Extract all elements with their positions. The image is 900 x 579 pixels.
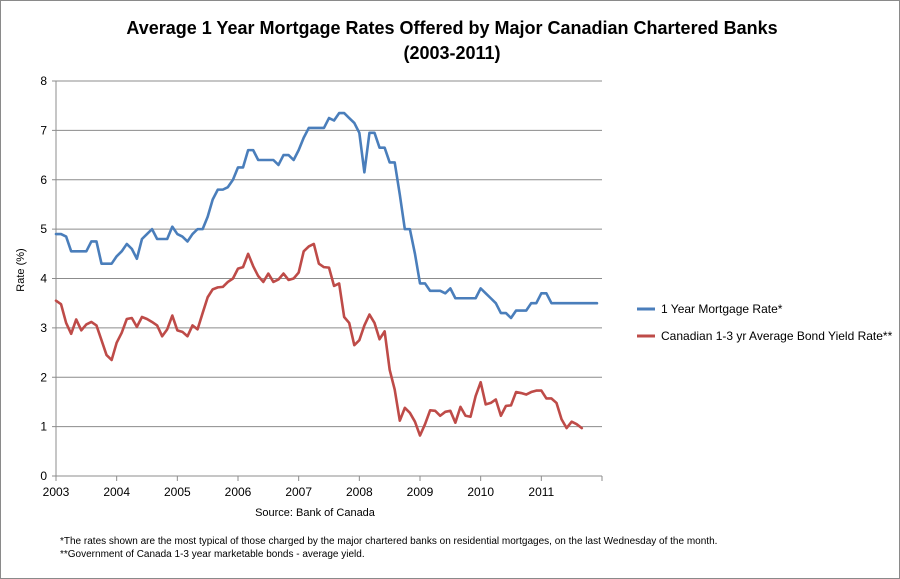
- x-axis-ticks: 2003 2004 2005 2006 2007 2008 2009 2010 2011: [43, 476, 603, 499]
- x-tick-label: 2006: [225, 485, 252, 499]
- y-tick-label: 0: [40, 469, 47, 483]
- x-tick-label: 2008: [346, 485, 373, 499]
- y-tick-label: 7: [40, 123, 47, 137]
- x-tick-label: 2011: [528, 485, 554, 499]
- x-tick-label: 2005: [164, 485, 191, 499]
- y-tick-label: 5: [40, 222, 47, 236]
- legend-label-bond: Canadian 1-3 yr Average Bond Yield Rate*…: [661, 329, 893, 343]
- x-tick-label: 2004: [103, 485, 130, 499]
- x-axis-label: Source: Bank of Canada: [255, 507, 376, 519]
- legend: 1 Year Mortgage Rate* Canadian 1-3 yr Av…: [637, 302, 893, 343]
- chart-title: Average 1 Year Mortgage Rates Offered by…: [126, 18, 777, 38]
- footnote-2: **Government of Canada 1-3 year marketab…: [60, 549, 365, 560]
- y-tick-label: 2: [40, 370, 47, 384]
- footnote-1: *The rates shown are the most typical of…: [60, 536, 717, 547]
- y-tick-label: 8: [40, 74, 47, 88]
- x-tick-label: 2007: [285, 485, 312, 499]
- y-axis-ticks: 0 1 2 3 4 5 6 7 8: [40, 74, 56, 483]
- y-tick-label: 3: [40, 321, 47, 335]
- series-lines: [54, 111, 599, 437]
- x-tick-label: 2009: [407, 485, 434, 499]
- x-tick-label: 2003: [43, 485, 70, 499]
- y-tick-label: 1: [40, 420, 47, 434]
- series-line-bond-yield: [54, 242, 584, 437]
- series-line-mortgage-rate: [54, 111, 599, 320]
- y-tick-label: 4: [40, 272, 47, 286]
- axes: [55, 81, 602, 477]
- x-tick-label: 2010: [467, 485, 494, 499]
- y-tick-label: 6: [40, 173, 47, 187]
- y-axis-label: Rate (%): [15, 248, 27, 291]
- chart-subtitle: (2003-2011): [403, 43, 500, 63]
- gridlines: [56, 80, 602, 428]
- legend-label-mortgage: 1 Year Mortgage Rate*: [661, 302, 783, 316]
